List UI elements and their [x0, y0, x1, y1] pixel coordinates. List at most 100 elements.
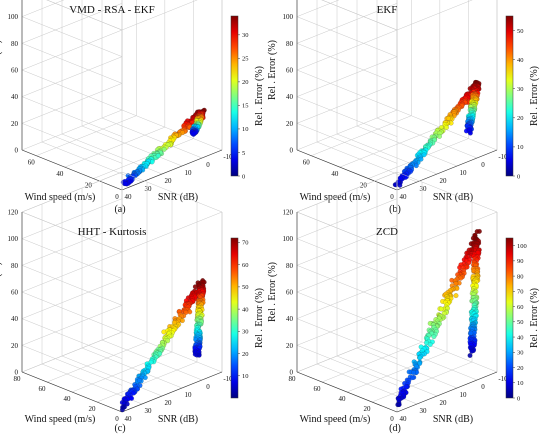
grid-line	[21, 16, 123, 57]
grid-line	[376, 117, 478, 159]
y-axis-line	[121, 149, 223, 191]
subplot-label: (d)	[389, 423, 401, 434]
colorbar-tick-label: 0	[242, 173, 245, 180]
grid-line	[296, 198, 398, 239]
grid-line	[296, 331, 398, 373]
y-tick-label: 30	[420, 407, 428, 415]
grid-line	[296, 251, 398, 293]
colorbar-tick-label: 10	[517, 144, 524, 151]
grid-line	[21, 69, 123, 111]
colorbar-tick-label: 40	[242, 306, 249, 313]
grid-line	[21, 56, 123, 97]
data-point	[165, 338, 171, 344]
y-axis-line	[396, 149, 498, 191]
data-point	[411, 370, 416, 375]
colorbar-tick-label: 0	[517, 395, 520, 402]
colorbar-label: Rel . Error (%)	[254, 66, 265, 126]
grid-line	[21, 109, 123, 151]
x-tick-label: 20	[364, 405, 372, 413]
y-tick-label: 0	[481, 161, 485, 169]
z-tick-label: 20	[286, 342, 294, 350]
y-tick-label: 20	[440, 177, 448, 185]
grid-line	[296, 109, 398, 151]
colorbar-tick-label: 15	[242, 103, 249, 110]
grid-line	[46, 341, 148, 383]
colorbar-tick-label: 30	[242, 329, 249, 336]
y-tick-label: 40	[400, 415, 408, 423]
z-tick-label: 20	[286, 120, 294, 128]
data-point	[180, 318, 185, 323]
grid-line	[36, 115, 137, 156]
y-axis-line	[121, 371, 223, 413]
axes	[296, 212, 498, 413]
grid-line	[296, 305, 398, 346]
data-point	[124, 401, 130, 407]
data-point	[397, 182, 403, 188]
subplot-3: 020406080100120020406080403020100-10Rel …	[0, 171, 265, 434]
grid-line	[46, 0, 123, 31]
y-tick-label: 10	[460, 169, 468, 177]
colorbar-label: Rel . Error (%)	[254, 288, 265, 348]
x-tick-label: 40	[56, 170, 64, 178]
data-point	[183, 310, 189, 315]
grid-line	[336, 133, 438, 175]
data-point	[161, 329, 167, 335]
grid-line	[21, 3, 123, 44]
grid-line	[93, 138, 194, 179]
grid-line	[21, 331, 123, 373]
z-tick-label: 60	[286, 67, 294, 75]
grid-line	[339, 126, 440, 168]
x-tick-label: 60	[28, 159, 36, 167]
data-point	[418, 156, 424, 162]
colorbar-tick-label: 20	[517, 115, 524, 122]
y-tick-label: -10	[223, 375, 233, 383]
grid-line	[296, 96, 398, 137]
colorbar-tick-label: 30	[517, 350, 524, 357]
data-point	[142, 375, 148, 380]
x-tick-label: 0	[115, 193, 119, 201]
colorbar-label: Rel . Error (%)	[529, 288, 540, 348]
scatter-points	[395, 229, 482, 408]
y-tick-label: 30	[145, 185, 153, 193]
scatter-points	[120, 107, 207, 187]
grid	[21, 0, 223, 191]
scatter-points	[119, 278, 207, 413]
y-tick-label: 10	[185, 169, 193, 177]
grid-line	[371, 361, 473, 403]
grid-edge	[121, 0, 198, 31]
data-point	[467, 353, 473, 358]
axes	[21, 0, 223, 191]
data-point	[444, 125, 449, 130]
y-tick-label: 20	[440, 399, 448, 407]
colorbar-tick-label: 20	[517, 365, 524, 372]
grid-line	[21, 345, 123, 386]
data-point	[470, 235, 476, 241]
grid-line	[296, 211, 398, 253]
grid-line	[311, 115, 412, 156]
chart-title: EKF	[377, 4, 398, 16]
colorbar-tick-label: 50	[242, 284, 249, 291]
z-axis-label: Rel . Error (%)	[267, 40, 278, 100]
grid-line	[21, 278, 123, 319]
y-tick-label: 30	[145, 407, 153, 415]
z-tick-label: 0	[290, 147, 294, 155]
z-tick-label: 60	[11, 67, 19, 75]
grid	[296, 171, 498, 413]
data-point	[413, 163, 419, 169]
data-point	[155, 153, 161, 159]
grid-line	[356, 125, 458, 167]
grid-line	[296, 69, 398, 111]
grid-line	[296, 56, 398, 97]
y-axis-label: SNR (dB)	[433, 192, 473, 203]
grid-line	[321, 0, 398, 31]
z-tick-label: 80	[11, 262, 19, 270]
colorbar-tick-label: 100	[517, 243, 527, 250]
colorbar-tick-label: 30	[242, 32, 249, 39]
z-tick-label: 20	[11, 342, 19, 350]
colorbar-label: Rel . Error (%)	[529, 66, 540, 126]
y-tick-label: 0	[206, 161, 210, 169]
z-tick-label: 80	[286, 40, 294, 48]
grid-line	[21, 265, 123, 306]
grid-line	[296, 29, 398, 71]
